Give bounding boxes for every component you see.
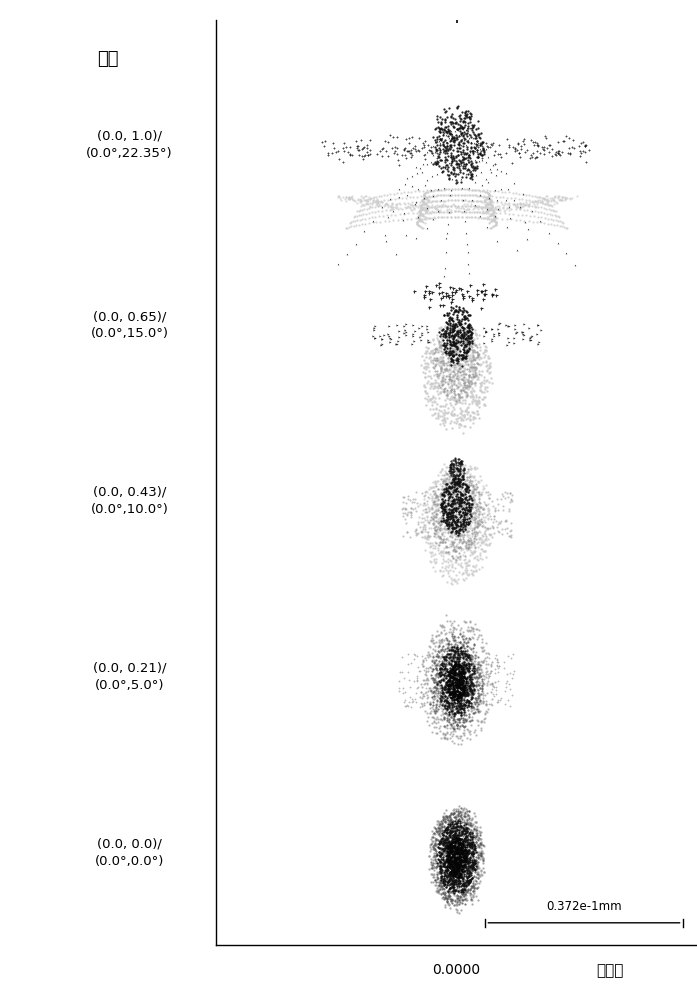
- Text: (0.0, 0.21)/
(0.0°,5.0°): (0.0, 0.21)/ (0.0°,5.0°): [93, 662, 167, 692]
- Text: (0.0, 0.43)/
(0.0°,10.0°): (0.0, 0.43)/ (0.0°,10.0°): [91, 486, 169, 516]
- Text: 0.372e-1mm: 0.372e-1mm: [546, 900, 622, 913]
- Text: 0.0000: 0.0000: [432, 963, 481, 977]
- Text: (0.0, 1.0)/
(0.0°,22.35°): (0.0, 1.0)/ (0.0°,22.35°): [86, 130, 173, 160]
- Text: (0.0, 0.65)/
(0.0°,15.0°): (0.0, 0.65)/ (0.0°,15.0°): [91, 310, 169, 340]
- Text: 视场: 视场: [98, 50, 118, 68]
- Text: 离焦量: 离焦量: [597, 963, 624, 978]
- Text: (0.0, 0.0)/
(0.0°,0.0°): (0.0, 0.0)/ (0.0°,0.0°): [95, 838, 164, 867]
